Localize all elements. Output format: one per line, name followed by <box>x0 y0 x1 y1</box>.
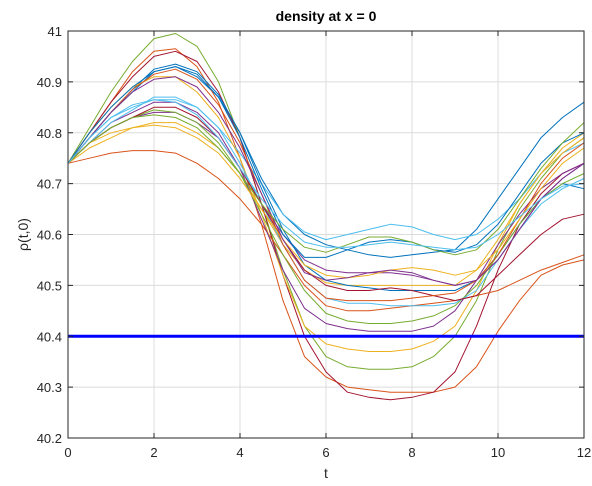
series-line-7 <box>67 50 585 401</box>
y-tick-label: 40.3 <box>37 380 62 395</box>
y-tick-label: 40.6 <box>37 228 62 243</box>
y-tick-label: 40.7 <box>37 177 62 192</box>
series-line-11 <box>67 101 585 332</box>
x-tick-label: 4 <box>236 445 243 460</box>
y-tick-label: 41 <box>48 24 62 39</box>
y-tick-label: 40.2 <box>37 431 62 446</box>
x-tick-label: 10 <box>491 445 505 460</box>
series-line-20 <box>67 99 585 251</box>
x-tick-label: 8 <box>408 445 415 460</box>
axis-ticks <box>67 30 585 439</box>
y-tick-label: 40.9 <box>37 75 62 90</box>
series-line-3 <box>67 122 585 286</box>
series-line-14 <box>67 106 585 302</box>
x-tick-label: 0 <box>64 445 71 460</box>
series-line-2 <box>67 48 585 393</box>
series-layer <box>67 33 585 401</box>
y-axis-label: ρ(t,0) <box>15 218 31 251</box>
x-tick-label: 6 <box>322 445 329 460</box>
y-tick-label: 40.8 <box>37 126 62 141</box>
x-tick-labels: 0 2 4 6 8 10 12 <box>64 445 591 460</box>
series-line-9 <box>67 150 585 312</box>
series-line-16 <box>67 68 585 302</box>
chart-title: density at x = 0 <box>276 8 377 24</box>
x-tick-label: 12 <box>577 445 591 460</box>
series-line-18 <box>67 76 585 286</box>
series-line-15 <box>67 66 585 258</box>
y-tick-label: 40.4 <box>37 329 62 344</box>
series-line-19 <box>67 114 585 256</box>
x-axis-label: t <box>324 465 328 481</box>
series-line-17 <box>67 124 585 279</box>
x-tick-label: 2 <box>150 445 157 460</box>
y-tick-label: 40.5 <box>37 278 62 293</box>
y-tick-labels: 40.2 40.3 40.4 40.5 40.6 40.7 40.8 40.9 41 <box>37 24 62 446</box>
